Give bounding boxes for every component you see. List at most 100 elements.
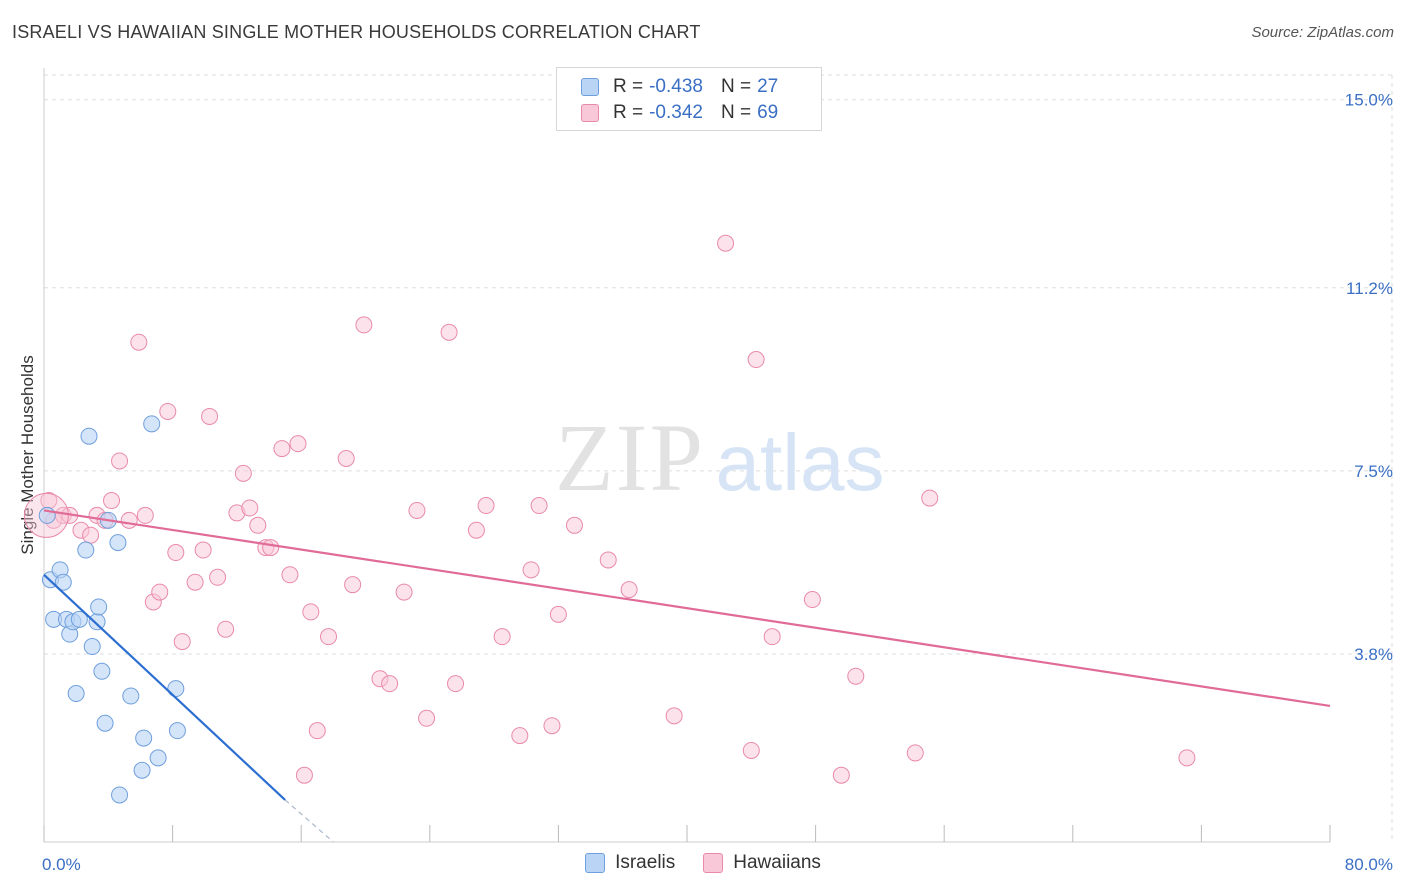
legend-row-hawaiians: R = -0.342 N = 69 bbox=[581, 102, 778, 124]
hawaiian-point bbox=[511, 727, 529, 745]
hawaiian-point bbox=[209, 568, 227, 586]
hawaiian-point bbox=[136, 506, 154, 524]
israeli-point bbox=[167, 680, 185, 698]
hawaiian-point bbox=[337, 450, 355, 467]
y-tick-label: 15.0% bbox=[1345, 91, 1393, 110]
x-tick-label-max: 80.0% bbox=[1345, 855, 1393, 874]
legend-label-hawaiians: Hawaiians bbox=[733, 852, 821, 873]
hawaiian-point bbox=[543, 717, 561, 735]
israeli-point bbox=[70, 610, 88, 628]
hawaiian-point bbox=[273, 440, 291, 458]
hawaiians-legend-swatch bbox=[703, 853, 724, 873]
hawaiian-point bbox=[103, 492, 121, 510]
hawaiian-point bbox=[355, 316, 373, 334]
hawaiian-point bbox=[847, 667, 865, 685]
hawaiian-point bbox=[234, 464, 252, 482]
legend-r-label: R = bbox=[613, 76, 644, 97]
legend-n-value: 27 bbox=[757, 76, 779, 97]
legend-n-value: 69 bbox=[757, 102, 779, 123]
hawaiians-trend-line bbox=[43, 509, 1331, 708]
hawaiian-point bbox=[717, 234, 735, 252]
hawaiian-point bbox=[241, 499, 259, 517]
y-tick-label: 3.8% bbox=[1354, 645, 1393, 664]
hawaiian-point bbox=[111, 452, 129, 470]
hawaiian-point bbox=[120, 511, 138, 529]
legend-r-label: R = bbox=[613, 102, 644, 123]
israelis-swatch bbox=[581, 78, 599, 96]
israeli-point bbox=[122, 687, 140, 705]
israeli-point bbox=[38, 506, 56, 524]
hawaiian-point bbox=[217, 620, 235, 638]
israelis-trend-line bbox=[43, 573, 286, 801]
hawaiian-point bbox=[467, 521, 485, 539]
hawaiian-point bbox=[381, 675, 399, 693]
israeli-point bbox=[111, 786, 129, 804]
watermark: ZIP atlas bbox=[555, 404, 884, 511]
israeli-point bbox=[88, 613, 106, 631]
y-tick-label: 7.5% bbox=[1354, 462, 1393, 481]
hawaiian-point bbox=[440, 323, 458, 341]
hawaiian-point bbox=[549, 605, 567, 623]
hawaiian-point bbox=[565, 516, 583, 534]
legend-n-label: N = bbox=[720, 102, 752, 123]
hawaiian-point bbox=[522, 561, 540, 579]
hawaiian-point bbox=[262, 539, 280, 557]
hawaiian-point bbox=[194, 541, 212, 559]
hawaiian-point bbox=[289, 435, 307, 453]
hawaiians-points bbox=[23, 234, 1196, 784]
legend-r-value: -0.438 bbox=[649, 76, 703, 97]
legend-n-label: N = bbox=[720, 76, 752, 97]
legend-r-value: -0.342 bbox=[649, 102, 703, 123]
hawaiian-point bbox=[302, 603, 320, 621]
hawaiian-point bbox=[418, 709, 436, 727]
israeli-point bbox=[149, 749, 167, 767]
hawaiian-point bbox=[1178, 749, 1196, 767]
hawaiian-point bbox=[742, 741, 760, 759]
hawaiian-point bbox=[493, 628, 511, 646]
israeli-point bbox=[96, 714, 114, 732]
hawaiian-point bbox=[308, 722, 326, 740]
hawaiian-point bbox=[167, 544, 185, 562]
israeli-point bbox=[133, 761, 151, 779]
y-tick-label: 11.2% bbox=[1346, 279, 1393, 298]
hawaiian-point bbox=[477, 497, 495, 515]
hawaiian-point bbox=[344, 576, 362, 594]
legend-row-israelis: R = -0.438 N = 27 bbox=[581, 76, 778, 98]
hawaiians-swatch bbox=[581, 104, 599, 122]
x-tick-label-min: 0.0% bbox=[42, 855, 81, 874]
israeli-point bbox=[83, 638, 101, 656]
israelis-points bbox=[38, 415, 186, 804]
israeli-point bbox=[109, 534, 127, 552]
watermark-atlas: atlas bbox=[716, 418, 885, 507]
hawaiian-point bbox=[803, 591, 821, 609]
correlation-legend: R = -0.438 N = 27 R = -0.342 N = 69 bbox=[556, 67, 822, 131]
hawaiian-point bbox=[186, 573, 204, 591]
hawaiian-point bbox=[530, 497, 548, 515]
hawaiian-point bbox=[599, 551, 617, 569]
hawaiian-point bbox=[173, 633, 191, 651]
hawaiian-point bbox=[832, 766, 850, 784]
axes bbox=[43, 68, 1331, 843]
hawaiian-point bbox=[159, 402, 177, 420]
israeli-point bbox=[90, 598, 108, 616]
hawaiian-point bbox=[151, 583, 169, 601]
legend-item-israelis[interactable]: Israelis bbox=[585, 852, 675, 874]
tick-labels: 3.8% 7.5% 11.2% 15.0% 0.0% 80.0% bbox=[42, 91, 1393, 874]
hawaiian-point bbox=[281, 566, 299, 584]
hawaiian-point bbox=[320, 628, 338, 646]
hawaiian-point bbox=[249, 516, 267, 534]
hawaiian-point bbox=[447, 675, 465, 693]
israeli-point bbox=[93, 662, 111, 680]
israeli-point bbox=[135, 729, 153, 747]
series-legend: Israelis Hawaiians bbox=[0, 852, 1406, 874]
legend-item-hawaiians[interactable]: Hawaiians bbox=[703, 852, 821, 874]
source-label: Source: ZipAtlas.com bbox=[1251, 24, 1394, 41]
israeli-point bbox=[54, 573, 72, 591]
hawaiian-point bbox=[82, 526, 100, 544]
hawaiian-point bbox=[620, 581, 638, 599]
hawaiian-point bbox=[665, 707, 683, 725]
hawaiian-point bbox=[747, 351, 765, 369]
hawaiian-point bbox=[130, 333, 148, 351]
israeli-point bbox=[80, 427, 98, 445]
